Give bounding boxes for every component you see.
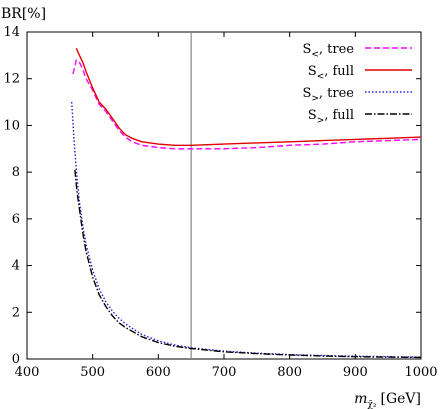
y-tick-label: 4: [12, 259, 20, 274]
x-axis-label-subscript: χ̃₂: [367, 399, 376, 409]
x-axis-label-unit: [GeV]: [380, 391, 421, 407]
legend-label-rest: , full: [324, 64, 354, 79]
legend-label: S<, tree: [302, 42, 354, 60]
legend-label-rest: , tree: [319, 42, 354, 57]
x-tick-label: 800: [277, 365, 302, 380]
series-line-2: [71, 102, 421, 358]
legend-label-sub: <: [311, 50, 319, 60]
legend-label-rest: , tree: [319, 86, 354, 101]
series-line-1: [75, 48, 421, 147]
series-line-3: [74, 169, 421, 359]
x-tick-label: 900: [343, 365, 368, 380]
y-tick-label: 12: [3, 72, 20, 87]
legend-label-sub: <: [317, 72, 325, 82]
series-lines: [71, 48, 421, 359]
legend-label-main: S: [302, 86, 311, 101]
legend-label-sub: >: [311, 94, 319, 104]
axis-ticks: 400 500 600 700 800 900 1000 0 2 4 6 8 10 12 14: [3, 25, 437, 380]
legend-label: S>, tree: [302, 86, 354, 104]
plot-frame: [26, 31, 422, 360]
series-line-0: [72, 59, 421, 150]
y-tick-label: 10: [3, 118, 20, 133]
y-tick-label: 6: [12, 212, 20, 227]
x-tick-label: 600: [146, 365, 171, 380]
legend-label: S<, full: [308, 64, 354, 82]
legend-label-main: S: [308, 64, 317, 79]
x-tick-label: 700: [212, 365, 237, 380]
y-tick-label: 2: [12, 305, 20, 320]
legend-label-main: S: [308, 108, 317, 123]
y-tick-label: 14: [3, 25, 20, 40]
x-tick-label: 500: [80, 365, 105, 380]
x-axis-label: mχ̃₂ [GeV]: [354, 391, 421, 409]
legend-label-rest: , full: [324, 108, 354, 123]
legend-label: S>, full: [308, 108, 354, 126]
x-tick-label: 400: [15, 365, 40, 380]
y-tick-label: 8: [12, 165, 20, 180]
x-tick-label: 1000: [404, 365, 437, 380]
x-axis-label-main: m: [354, 391, 367, 407]
legend-label-main: S: [302, 42, 311, 57]
y-tick-label: 0: [12, 352, 20, 367]
legend-label-sub: >: [317, 116, 325, 126]
y-axis-label: BR[%]: [1, 6, 46, 22]
